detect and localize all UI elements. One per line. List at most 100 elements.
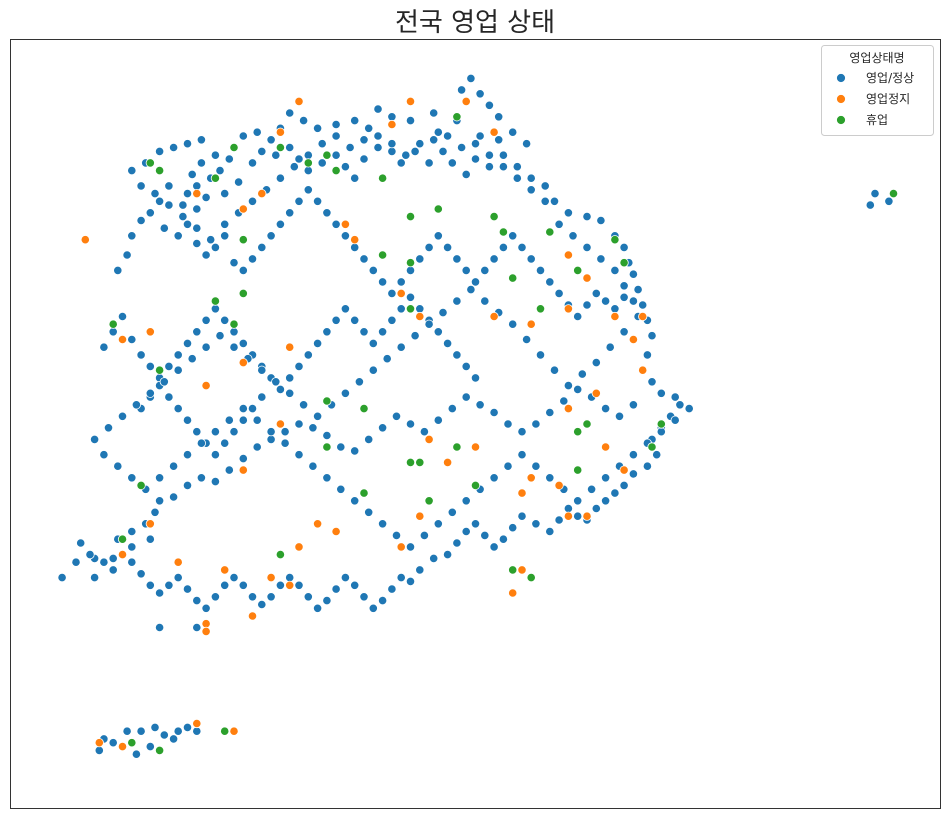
data-point bbox=[554, 480, 564, 490]
data-point bbox=[373, 142, 383, 153]
data-point bbox=[224, 465, 234, 475]
data-point bbox=[271, 377, 281, 387]
data-point bbox=[340, 388, 350, 398]
data-point bbox=[526, 319, 536, 329]
data-point bbox=[113, 265, 123, 275]
data-point bbox=[169, 461, 179, 471]
data-point bbox=[526, 185, 536, 195]
data-point bbox=[452, 350, 462, 360]
data-point bbox=[628, 400, 639, 410]
data-point bbox=[498, 242, 508, 252]
data-point bbox=[554, 219, 564, 229]
data-point bbox=[396, 158, 406, 168]
data-point bbox=[145, 741, 155, 752]
data-point bbox=[247, 592, 258, 602]
data-point bbox=[322, 442, 332, 452]
data-point bbox=[419, 530, 429, 541]
data-point bbox=[396, 288, 406, 298]
data-point bbox=[317, 139, 327, 149]
data-point bbox=[410, 331, 420, 341]
data-point bbox=[238, 580, 248, 590]
data-point bbox=[461, 265, 471, 275]
data-point bbox=[127, 526, 137, 537]
data-point bbox=[127, 542, 137, 552]
data-point bbox=[336, 484, 346, 494]
data-point bbox=[591, 288, 601, 298]
data-point bbox=[238, 338, 248, 348]
data-point bbox=[610, 235, 620, 245]
data-point bbox=[220, 231, 230, 241]
data-point bbox=[447, 158, 457, 168]
data-point bbox=[215, 166, 225, 176]
data-point bbox=[182, 722, 193, 733]
data-point bbox=[113, 461, 123, 471]
data-point bbox=[489, 127, 499, 137]
data-point bbox=[71, 557, 81, 567]
data-point bbox=[155, 496, 165, 506]
data-point bbox=[57, 572, 67, 583]
data-point bbox=[526, 254, 536, 264]
data-point bbox=[350, 315, 360, 325]
data-point bbox=[145, 361, 155, 371]
data-point bbox=[155, 473, 165, 483]
data-point bbox=[582, 242, 592, 252]
data-point bbox=[298, 116, 309, 126]
data-point bbox=[164, 200, 174, 210]
data-point bbox=[150, 507, 160, 517]
data-point bbox=[470, 139, 481, 149]
data-point bbox=[331, 150, 341, 160]
data-point bbox=[619, 281, 629, 291]
data-point bbox=[619, 242, 629, 252]
data-point bbox=[155, 146, 165, 156]
data-point bbox=[377, 173, 388, 183]
data-point bbox=[675, 400, 685, 410]
data-point bbox=[647, 377, 657, 387]
data-point bbox=[526, 473, 536, 483]
data-point bbox=[150, 189, 160, 199]
data-point bbox=[145, 208, 155, 218]
data-point bbox=[619, 327, 629, 337]
data-point bbox=[438, 146, 448, 156]
data-point bbox=[350, 446, 360, 456]
data-point bbox=[531, 519, 541, 529]
data-point bbox=[628, 269, 639, 279]
data-point bbox=[684, 403, 694, 414]
data-point bbox=[173, 557, 183, 567]
data-point bbox=[415, 457, 425, 467]
data-point bbox=[210, 296, 220, 306]
data-point bbox=[252, 415, 262, 425]
data-point bbox=[308, 461, 318, 471]
data-point bbox=[545, 407, 555, 418]
data-point bbox=[312, 123, 323, 133]
data-point bbox=[605, 342, 615, 352]
data-point bbox=[117, 334, 128, 345]
data-point bbox=[647, 442, 657, 452]
data-point bbox=[563, 250, 574, 260]
data-point bbox=[396, 304, 406, 314]
data-point bbox=[76, 538, 86, 548]
data-point bbox=[136, 726, 146, 736]
data-point bbox=[638, 311, 648, 322]
data-point bbox=[461, 96, 471, 107]
data-point bbox=[322, 595, 332, 606]
data-point bbox=[257, 392, 267, 402]
data-point bbox=[424, 434, 434, 444]
data-point bbox=[94, 738, 104, 748]
data-point bbox=[452, 112, 462, 122]
data-point bbox=[210, 173, 220, 183]
legend-marker bbox=[836, 94, 846, 104]
data-point bbox=[368, 338, 378, 348]
data-point bbox=[489, 254, 499, 264]
data-point bbox=[405, 258, 416, 268]
data-point bbox=[201, 342, 211, 352]
data-point bbox=[498, 150, 508, 160]
data-point bbox=[563, 304, 574, 314]
data-point bbox=[196, 158, 206, 168]
data-point bbox=[359, 592, 369, 602]
data-point bbox=[220, 438, 230, 448]
data-point bbox=[461, 169, 471, 179]
data-point bbox=[582, 273, 592, 283]
data-point bbox=[433, 231, 443, 241]
